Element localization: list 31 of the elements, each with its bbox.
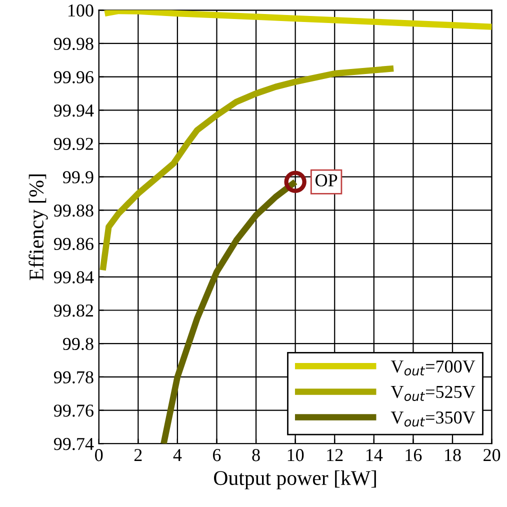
y-tick-label: 99.8: [62, 338, 94, 350]
y-tick-label: 99.82: [54, 304, 94, 317]
x-tick-label: 2: [134, 449, 142, 462]
x-tick-label: 12: [327, 449, 343, 462]
x-tick-label: 20: [484, 449, 500, 462]
x-tick-label: 14: [366, 449, 383, 462]
y-tick-label: 100: [68, 4, 94, 17]
y-tick-label: 99.96: [54, 71, 94, 84]
x-tick-label: 0: [95, 449, 103, 462]
x-tick-label: 8: [252, 449, 260, 462]
y-tick-label: 99.74: [54, 438, 94, 450]
y-tick-label: 99.94: [54, 104, 94, 117]
legend-label: V$_{out}$=700V: [390, 360, 476, 376]
legend-label: V$_{out}$=525V: [390, 386, 476, 402]
x-tick-label: 10: [288, 449, 304, 462]
legend-label: V$_{out}$=350V: [390, 411, 476, 427]
x-tick-label: 4: [173, 449, 182, 462]
y-axis-title: Effiency [%]: [28, 174, 48, 280]
y-tick-label: 99.84: [54, 271, 94, 284]
x-axis-title: Output power [kW]: [214, 470, 376, 490]
y-tick-label: 99.78: [54, 371, 94, 384]
y-tick-label: 99.9: [62, 171, 94, 184]
y-tick-label: 99.92: [54, 138, 94, 150]
y-tick-label: 99.86: [54, 238, 94, 250]
x-tick-label: 16: [406, 449, 422, 462]
x-tick-label: 6: [213, 449, 221, 462]
annotation: OP: [316, 174, 338, 186]
y-tick-label: 99.76: [54, 404, 94, 417]
y-tick-label: 99.98: [54, 38, 94, 50]
x-tick-label: 18: [445, 449, 461, 462]
y-tick-label: 99.88: [54, 204, 94, 217]
